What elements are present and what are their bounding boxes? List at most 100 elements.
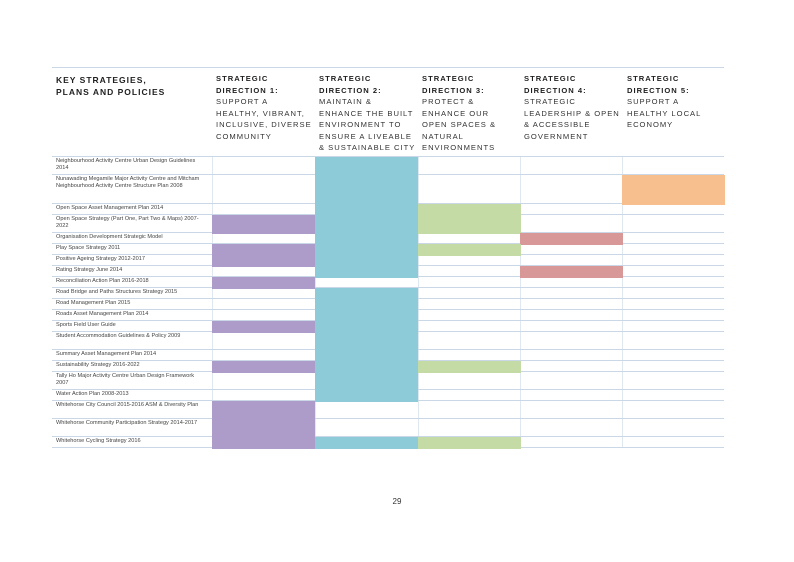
row-label: Sports Field User Guide [56, 322, 116, 328]
page-number: 29 [392, 497, 402, 506]
table-row: Sustainability Strategy 2016-2022 [52, 361, 724, 373]
table-title-text: KEY STRATEGIES, PLANS AND POLICIES [56, 75, 166, 97]
direction-3-body: PROTECT & ENHANCE OUR OPEN SPACES & NATU… [422, 97, 497, 152]
direction-2-mark [315, 266, 418, 278]
table-row: Nunawading Megamile Major Activity Centr… [52, 175, 725, 205]
table-row: Organisation Development Strategic Model [52, 233, 724, 245]
direction-3-mark [418, 204, 521, 216]
row-label: Whitehorse Community Participation Strat… [56, 420, 198, 426]
row-label: Student Accommodation Guidelines & Polic… [56, 333, 181, 339]
direction-5-mark [622, 175, 725, 205]
direction-2-mark [315, 215, 418, 234]
direction-4-mark [520, 266, 623, 278]
header-bottom-rule [52, 156, 724, 157]
direction-1-mark [212, 361, 315, 373]
direction-2-mark [315, 157, 418, 176]
direction-4-mark [520, 233, 623, 245]
table-row: Whitehorse Community Participation Strat… [52, 419, 724, 438]
direction-2-mark [315, 361, 418, 373]
direction-1-mark [212, 401, 315, 420]
row-label: Tally Ho Major Activity Centre Urban Des… [56, 373, 195, 387]
direction-2-mark [315, 299, 418, 311]
table-row: Road Bridge and Paths Structures Strateg… [52, 288, 724, 300]
direction-2-mark [315, 255, 418, 267]
direction-1-body: SUPPORT A HEALTHY, VIBRANT, INCLUSIVE, D… [216, 97, 312, 141]
row-label: Reconciliation Action Plan 2016-2018 [56, 278, 149, 284]
direction-5-body: SUPPORT A HEALTHY LOCAL ECONOMY [627, 97, 702, 129]
direction-2-mark [315, 332, 418, 351]
column-divider [520, 157, 521, 448]
row-label: Whitehorse Cycling Strategy 2016 [56, 438, 141, 444]
direction-2-mark [315, 390, 418, 402]
table-row: Play Space Strategy 2011 [52, 244, 724, 256]
table-row: Open Space Strategy (Part One, Part Two … [52, 215, 724, 234]
direction-2-body: MAINTAIN & ENHANCE THE BUILT ENVIRONMENT… [319, 97, 416, 152]
direction-2-mark [315, 310, 418, 322]
row-label: Road Management Plan 2015 [56, 300, 131, 306]
table-row: Summary Asset Management Plan 2014 [52, 350, 724, 362]
table-row: Water Action Plan 2008-2013 [52, 390, 724, 402]
direction-2-mark [315, 372, 418, 391]
direction-1-mark [212, 244, 315, 256]
row-label: Open Space Asset Management Plan 2014 [56, 205, 164, 211]
row-label: Sustainability Strategy 2016-2022 [56, 362, 140, 368]
row-label: Play Space Strategy 2011 [56, 245, 121, 251]
table-row: Roads Asset Management Plan 2014 [52, 310, 724, 322]
row-label: Neighbourhood Activity Centre Urban Desi… [56, 158, 196, 172]
direction-3-mark [418, 215, 521, 234]
direction-4-body: STRATEGIC LEADERSHIP & OPEN & ACCESSIBLE… [524, 97, 620, 141]
row-label: Roads Asset Management Plan 2014 [56, 311, 149, 317]
direction-2-mark [315, 288, 418, 300]
direction-3-mark [418, 437, 521, 449]
direction-2-mark [315, 350, 418, 362]
row-label: Organisation Development Strategic Model [56, 234, 163, 240]
row-label: Open Space Strategy (Part One, Part Two … [56, 216, 199, 230]
direction-1-mark [212, 321, 315, 333]
direction-1-mark [212, 419, 315, 438]
direction-2-mark [315, 233, 418, 245]
column-divider [622, 157, 623, 448]
header-top-rule [52, 67, 724, 68]
table-title: KEY STRATEGIES, PLANS AND POLICIES [56, 74, 206, 98]
direction-1-mark [212, 215, 315, 234]
direction-3-heading: STRATEGIC DIRECTION 3: [422, 74, 485, 95]
direction-4-header: STRATEGIC DIRECTION 4: STRATEGIC LEADERS… [524, 73, 624, 142]
row-label: Whitehorse City Council 2015-2016 ASM & … [56, 402, 199, 408]
direction-1-heading: STRATEGIC DIRECTION 1: [216, 74, 279, 95]
direction-1-header: STRATEGIC DIRECTION 1: SUPPORT A HEALTHY… [216, 73, 316, 142]
row-label: Water Action Plan 2008-2013 [56, 391, 129, 397]
column-divider [212, 157, 213, 448]
direction-5-heading: STRATEGIC DIRECTION 5: [627, 74, 690, 95]
table-row: Positive Ageing Strategy 2012-2017 [52, 255, 724, 267]
direction-3-mark [418, 361, 521, 373]
row-label: Road Bridge and Paths Structures Strateg… [56, 289, 178, 295]
table-row: Sports Field User Guide [52, 321, 724, 333]
row-label: Nunawading Megamile Major Activity Centr… [56, 176, 200, 190]
row-label: Summary Asset Management Plan 2014 [56, 351, 157, 357]
table-row: Student Accommodation Guidelines & Polic… [52, 332, 724, 351]
table-row: Road Management Plan 2015 [52, 299, 724, 311]
direction-4-heading: STRATEGIC DIRECTION 4: [524, 74, 587, 95]
column-divider [418, 157, 419, 448]
row-label: Rating Strategy June 2014 [56, 267, 123, 273]
table-row: Neighbourhood Activity Centre Urban Desi… [52, 157, 724, 176]
table-row: Open Space Asset Management Plan 2014 [52, 204, 724, 216]
direction-2-mark [315, 244, 418, 256]
direction-3-header: STRATEGIC DIRECTION 3: PROTECT & ENHANCE… [422, 73, 522, 154]
direction-2-mark [315, 321, 418, 333]
table-row: Tally Ho Major Activity Centre Urban Des… [52, 372, 724, 391]
row-label: Positive Ageing Strategy 2012-2017 [56, 256, 145, 262]
direction-2-header: STRATEGIC DIRECTION 2: MAINTAIN & ENHANC… [319, 73, 419, 154]
direction-1-mark [212, 277, 315, 289]
direction-3-mark [418, 244, 521, 256]
table-row: Reconciliation Action Plan 2016-2018 [52, 277, 724, 289]
table-row: Whitehorse City Council 2015-2016 ASM & … [52, 401, 724, 420]
direction-5-header: STRATEGIC DIRECTION 5: SUPPORT A HEALTHY… [627, 73, 727, 131]
table-row: Whitehorse Cycling Strategy 2016 [52, 437, 724, 449]
direction-1-mark [212, 437, 315, 449]
direction-2-mark [315, 437, 418, 449]
direction-2-mark [315, 204, 418, 216]
direction-2-heading: STRATEGIC DIRECTION 2: [319, 74, 382, 95]
direction-2-mark [315, 175, 418, 205]
